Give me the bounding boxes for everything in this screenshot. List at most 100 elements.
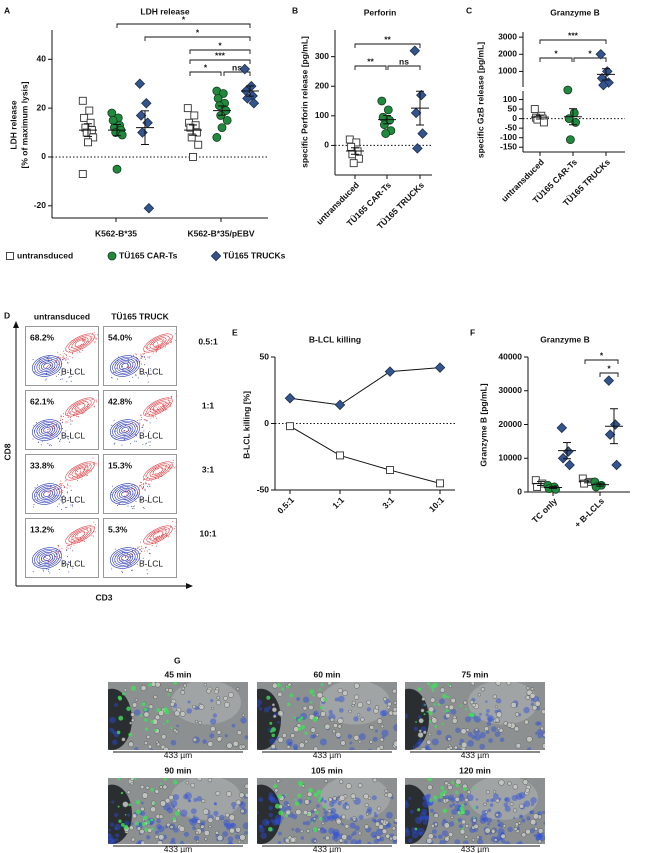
significance-label: * <box>607 363 611 373</box>
cell <box>444 781 449 786</box>
flow-dot <box>115 371 117 373</box>
flow-dot <box>97 464 99 466</box>
flow-percentage: 42.8% <box>108 396 133 406</box>
green-cell <box>442 790 447 795</box>
flow-dot <box>150 538 152 540</box>
blue-cell <box>256 750 259 753</box>
cell <box>196 839 200 844</box>
flow-dot <box>61 483 63 485</box>
flow-dot <box>94 524 96 526</box>
point <box>377 96 387 106</box>
blue-cell <box>358 733 366 741</box>
cell <box>200 824 205 829</box>
cell <box>146 734 151 739</box>
flow-frame <box>25 326 99 386</box>
micrograph-haze <box>468 682 538 725</box>
flow-dot <box>135 375 137 377</box>
blue-cell <box>259 827 265 833</box>
flow-ratio: 1:1 <box>202 400 215 410</box>
blue-cell <box>358 839 362 843</box>
flow-dot <box>63 562 65 564</box>
flow-dot <box>117 356 119 358</box>
flow-dot <box>139 360 141 362</box>
chart-title: Granzyme B <box>540 334 590 344</box>
flow-dot <box>175 521 177 523</box>
flow-dot <box>99 463 100 464</box>
green-cell <box>442 693 447 699</box>
panel-label: E <box>232 327 238 337</box>
flow-dot <box>58 569 60 571</box>
flow-dot <box>44 430 46 432</box>
point <box>194 140 203 149</box>
blue-cell <box>480 813 488 821</box>
point <box>611 459 622 471</box>
green-cell <box>311 821 314 824</box>
green-cell <box>472 816 476 819</box>
arrow-head <box>186 583 193 589</box>
blue-cell <box>479 817 486 824</box>
cell <box>465 823 470 828</box>
cell <box>198 704 205 710</box>
blue-cell <box>134 747 139 750</box>
flow-dot <box>143 430 145 432</box>
flow-dot <box>62 356 64 358</box>
cell <box>132 813 138 819</box>
blue-cell <box>329 801 335 807</box>
flow-dot <box>154 415 156 417</box>
flow-dot <box>166 466 168 468</box>
significance-label: * <box>218 40 222 50</box>
cell <box>241 713 246 717</box>
cell <box>337 717 344 724</box>
cell <box>426 837 433 844</box>
green-cell <box>304 731 308 735</box>
blue-cell <box>358 814 364 820</box>
flow-dot <box>32 358 34 360</box>
y-tick-label: 3000 <box>498 31 517 41</box>
flow-y-label: CD8 <box>2 443 12 460</box>
green-cell <box>469 712 475 718</box>
flow-dot <box>98 401 99 402</box>
green-cell <box>310 701 313 704</box>
cell <box>131 837 136 842</box>
flow-dot <box>82 412 84 414</box>
cell <box>443 822 450 829</box>
cell <box>353 682 360 689</box>
cell <box>207 778 213 783</box>
flow-dot <box>117 504 119 506</box>
micrograph <box>405 778 545 844</box>
blue-cell <box>267 795 274 801</box>
flow-dot <box>64 370 66 372</box>
y-tick-label: 20000 <box>498 419 522 429</box>
cell <box>312 817 317 821</box>
flow-dot <box>53 494 55 496</box>
green-cell <box>317 799 321 803</box>
cell <box>130 712 135 717</box>
cell <box>207 741 214 747</box>
blue-cell <box>296 697 301 701</box>
blue-cell <box>112 730 116 735</box>
cell <box>495 813 500 817</box>
blue-cell <box>499 737 505 743</box>
flow-dot <box>77 406 79 408</box>
cell <box>244 792 248 798</box>
y-tick-label: 1000 <box>498 66 517 76</box>
flow-dot <box>132 550 134 552</box>
cell <box>470 682 476 686</box>
cell <box>531 705 538 711</box>
flow-dot <box>132 376 134 378</box>
blue-cell <box>542 810 545 814</box>
flow-dot <box>67 358 69 360</box>
flow-frame <box>103 454 177 514</box>
cell <box>240 808 245 814</box>
flow-contour <box>119 489 131 499</box>
flow-dot <box>122 368 124 370</box>
flow-dot <box>150 369 152 371</box>
flow-dot <box>169 402 171 404</box>
blue-cell <box>222 831 229 837</box>
green-cell <box>473 806 477 810</box>
cell <box>180 690 185 695</box>
flow-dot <box>75 410 77 412</box>
cell <box>201 798 206 803</box>
flow-dot <box>32 438 34 440</box>
flow-dot <box>140 499 142 501</box>
